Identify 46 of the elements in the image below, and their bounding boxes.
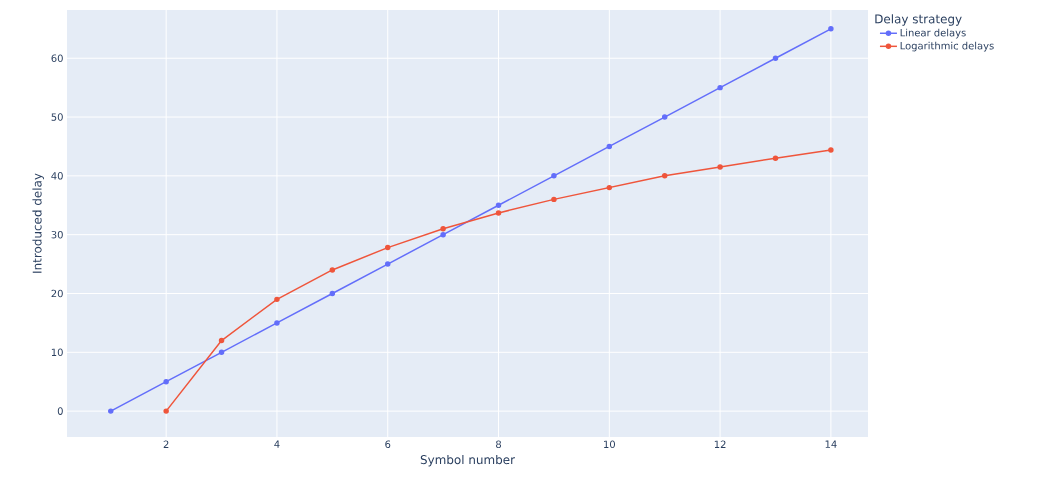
point	[551, 173, 557, 179]
point	[828, 26, 834, 32]
x-tick-label: 12	[714, 440, 726, 448]
x-tick-label: 8	[496, 440, 502, 449]
x-tick-label: 10	[604, 440, 615, 449]
point	[329, 290, 336, 297]
point	[495, 210, 502, 216]
point	[606, 143, 613, 150]
y-tick-label: 40	[51, 172, 63, 180]
point	[440, 231, 446, 238]
point	[717, 84, 723, 91]
y-tick-label: 0	[57, 407, 63, 415]
point	[385, 244, 391, 251]
point	[108, 408, 114, 414]
legend-title: Delay strategy	[875, 14, 962, 26]
point	[661, 114, 668, 120]
point	[495, 202, 502, 208]
x-tick-label: 4	[274, 440, 280, 448]
x-tick-label: 2	[163, 440, 169, 448]
point	[274, 296, 280, 303]
y-tick-label: 60	[51, 54, 63, 62]
point	[218, 349, 225, 356]
x-tick-label: 14	[825, 440, 837, 448]
point	[440, 226, 446, 232]
y-tick-label: 20	[51, 289, 63, 298]
x-axis-title: Symbol number	[420, 454, 516, 467]
y-tick-label: 50	[51, 113, 63, 121]
point	[163, 378, 169, 385]
legend-label: Logarithmic delays	[900, 41, 994, 52]
y-tick-label: 10	[51, 348, 63, 357]
point	[717, 164, 723, 170]
point	[218, 337, 225, 344]
point	[772, 155, 779, 161]
x-tick-label: 6	[385, 440, 391, 449]
point	[329, 267, 336, 273]
point	[385, 261, 391, 267]
point	[772, 55, 779, 61]
y-axis-title: Introduced delay	[32, 173, 44, 273]
point	[828, 147, 834, 153]
y-tick-label: 30	[51, 230, 63, 239]
point	[606, 184, 613, 191]
point	[661, 173, 668, 179]
legend-label: Linear delays	[900, 28, 966, 39]
point	[163, 408, 169, 414]
point	[274, 320, 280, 326]
point	[551, 196, 557, 203]
